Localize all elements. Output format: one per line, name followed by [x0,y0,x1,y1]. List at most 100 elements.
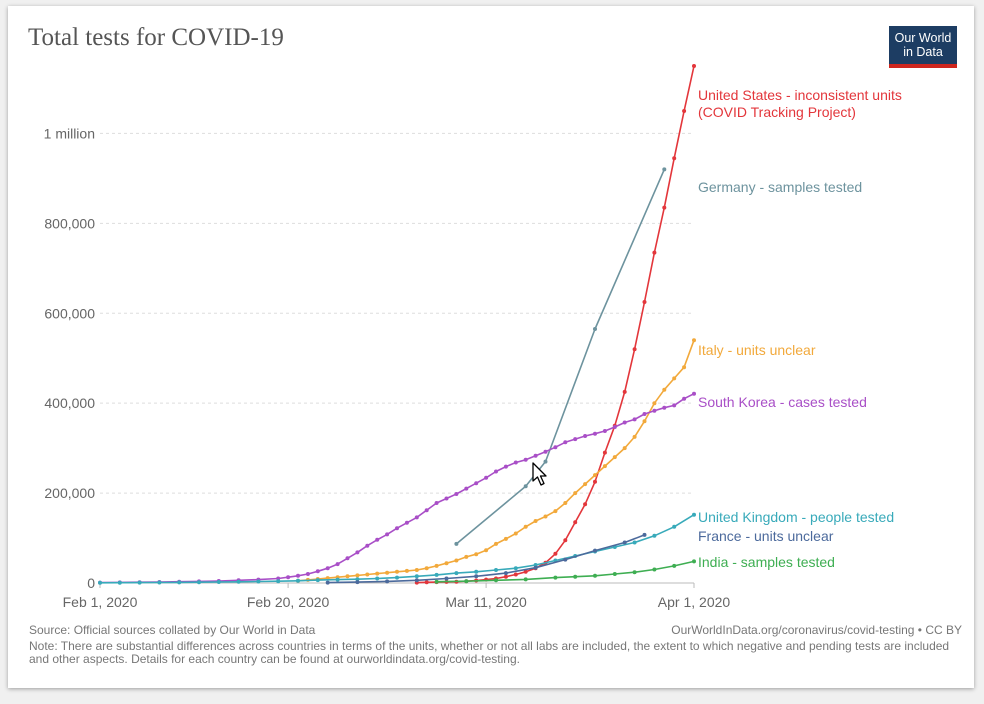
data-point[interactable] [444,496,449,501]
series-italy-units-unclear[interactable] [296,338,696,583]
data-point[interactable] [345,574,350,579]
data-point[interactable] [692,338,696,343]
source-url-link[interactable]: OurWorldInData.org/coronavirus/covid-tes… [671,623,962,637]
data-point[interactable] [593,573,597,578]
data-point[interactable] [593,548,597,553]
data-point[interactable] [563,538,568,543]
data-point[interactable] [494,469,498,474]
data-point[interactable] [692,391,696,396]
series-line[interactable] [416,65,695,584]
series-india-samples-tested[interactable] [434,559,696,584]
data-point[interactable] [612,455,617,460]
data-point[interactable] [672,524,677,529]
data-point[interactable] [484,475,489,480]
data-point[interactable] [335,562,340,567]
data-point[interactable] [682,109,687,113]
data-point[interactable] [682,365,687,370]
data-point[interactable] [395,575,399,580]
series-label[interactable]: France - units unclear [698,528,834,544]
data-point[interactable] [573,491,578,496]
data-point[interactable] [563,557,568,562]
data-point[interactable] [682,396,687,401]
data-point[interactable] [395,526,399,531]
data-point[interactable] [523,524,528,529]
data-point[interactable] [642,412,647,416]
data-point[interactable] [583,502,588,507]
data-point[interactable] [454,558,459,563]
data-point[interactable] [593,473,597,478]
data-point[interactable] [375,571,380,576]
data-point[interactable] [622,389,627,394]
data-point[interactable] [513,572,518,577]
data-point[interactable] [256,579,261,584]
data-point[interactable] [662,167,667,172]
data-point[interactable] [117,580,122,585]
data-point[interactable] [454,571,459,576]
data-point[interactable] [642,419,647,424]
data-point[interactable] [523,577,528,582]
data-point[interactable] [484,548,489,553]
data-point[interactable] [355,550,360,555]
series-label[interactable]: United Kingdom - people tested [698,509,894,525]
data-point[interactable] [533,453,538,458]
data-point[interactable] [553,509,558,514]
data-point[interactable] [513,531,518,536]
series-line[interactable] [99,392,695,584]
data-point[interactable] [692,512,696,517]
data-point[interactable] [672,156,677,161]
data-point[interactable] [474,552,479,557]
data-point[interactable] [593,327,597,331]
data-point[interactable] [543,449,548,454]
data-point[interactable] [672,376,677,381]
data-point[interactable] [533,565,538,570]
data-point[interactable] [503,536,508,541]
data-point[interactable] [395,569,399,574]
data-point[interactable] [553,575,558,580]
data-point[interactable] [355,573,360,578]
data-point[interactable] [345,556,350,561]
data-point[interactable] [692,559,696,564]
data-point[interactable] [494,578,498,583]
data-point[interactable] [513,460,518,465]
data-point[interactable] [622,446,627,451]
data-point[interactable] [375,576,380,581]
data-point[interactable] [523,457,528,462]
data-point[interactable] [692,64,696,68]
data-point[interactable] [503,571,508,576]
data-point[interactable] [385,532,390,537]
data-point[interactable] [434,572,439,577]
data-point[interactable] [513,566,518,571]
data-point[interactable] [612,572,617,576]
data-point[interactable] [414,574,419,579]
data-point[interactable] [563,501,568,505]
data-point[interactable] [414,568,419,572]
series-line[interactable] [436,560,695,583]
data-point[interactable] [474,481,479,486]
series-label[interactable]: India - samples tested [698,554,835,570]
data-point[interactable] [652,533,657,538]
data-point[interactable] [434,579,439,584]
series-france-units-unclear[interactable] [325,532,647,585]
data-point[interactable] [583,482,588,487]
data-point[interactable] [573,437,578,442]
data-point[interactable] [612,425,617,429]
data-point[interactable] [434,501,439,505]
data-point[interactable] [632,417,637,422]
data-point[interactable] [602,429,607,433]
data-point[interactable] [494,541,498,546]
data-point[interactable] [98,580,102,585]
data-point[interactable] [365,543,370,548]
data-point[interactable] [533,519,538,523]
data-point[interactable] [622,540,627,545]
data-point[interactable] [642,300,647,304]
data-point[interactable] [325,566,330,571]
data-point[interactable] [157,580,162,585]
series-label[interactable]: South Korea - cases tested [698,394,867,410]
data-point[interactable] [197,580,201,585]
data-point[interactable] [365,572,370,577]
owid-logo[interactable]: Our World in Data [889,26,957,68]
data-point[interactable] [424,566,429,571]
data-point[interactable] [523,484,528,489]
data-point[interactable] [404,520,409,525]
data-point[interactable] [632,347,637,352]
